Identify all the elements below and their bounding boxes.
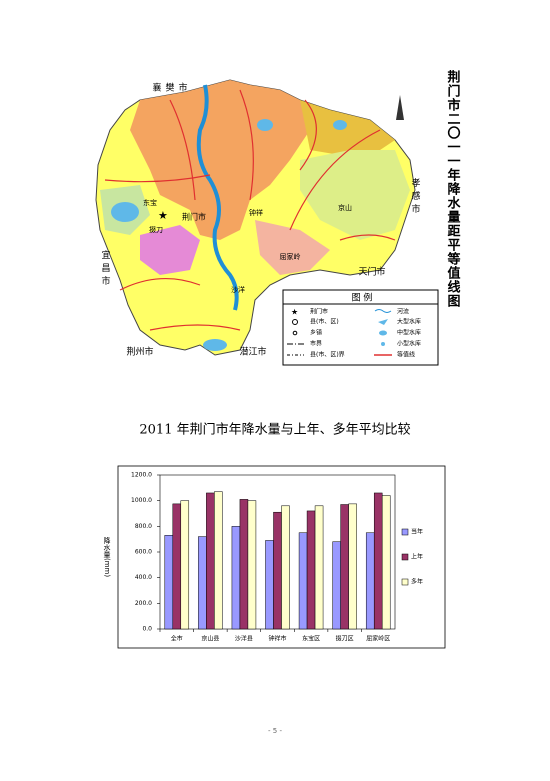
map-legend: 图 例 ★ 荆门市 县(市、区) 乡镇 市界 县(市、区)界 河流 大型水库 中… bbox=[282, 289, 439, 366]
place: 屈家岭 bbox=[280, 252, 301, 261]
y-tick-label: 600.0 bbox=[135, 549, 152, 556]
place: 东宝 bbox=[143, 198, 157, 207]
y-tick-label: 1000.0 bbox=[131, 497, 152, 504]
legend-item: 市界 bbox=[310, 340, 322, 348]
place: 荆州市 bbox=[126, 346, 153, 358]
bar bbox=[180, 500, 190, 630]
place: 沙洋 bbox=[231, 285, 245, 294]
x-tick-label: 掇刀区 bbox=[336, 635, 354, 643]
x-tick-label: 全市 bbox=[171, 635, 183, 643]
legend-item: 荆门市 bbox=[310, 308, 328, 316]
bar bbox=[373, 492, 383, 630]
map-title: 荆门市二〇一一年降水量距平等值线图 bbox=[445, 69, 462, 308]
place: 潜江市 bbox=[239, 346, 266, 358]
legend-item: 中型水库 bbox=[397, 329, 421, 337]
bar bbox=[281, 505, 290, 630]
legend-item: 河流 bbox=[397, 308, 409, 316]
y-tick-label: 0.0 bbox=[142, 626, 152, 633]
place: 掇刀 bbox=[149, 225, 163, 234]
svg-text:★: ★ bbox=[291, 308, 298, 317]
bar bbox=[164, 535, 174, 630]
legend-title: 图 例 bbox=[352, 292, 373, 304]
bar bbox=[340, 504, 349, 630]
bar bbox=[306, 510, 316, 630]
map: ★ bbox=[95, 79, 416, 356]
bar bbox=[273, 511, 282, 630]
legend-item: 县(市、区)界 bbox=[310, 351, 345, 359]
x-tick-label: 沙洋县 bbox=[235, 635, 253, 643]
legend-swatch bbox=[401, 528, 409, 536]
legend-swatch bbox=[401, 578, 409, 586]
x-tick-label: 钟祥市 bbox=[268, 635, 286, 643]
y-axis-label: 降水量(mm) bbox=[103, 536, 111, 577]
y-tick-label: 800.0 bbox=[135, 523, 152, 530]
legend-label: 当年 bbox=[411, 528, 423, 536]
legend-item: 乡镇 bbox=[310, 329, 322, 337]
legend-swatch bbox=[401, 553, 409, 561]
bar bbox=[381, 495, 391, 630]
legend-item: 大型水库 bbox=[397, 318, 421, 326]
bar bbox=[332, 541, 341, 630]
place: 钟祥 bbox=[249, 208, 263, 217]
place: 荆门市 bbox=[182, 212, 206, 222]
x-tick-label: 东宝区 bbox=[302, 635, 320, 643]
bar bbox=[265, 540, 274, 630]
bar bbox=[214, 491, 223, 630]
bar bbox=[172, 503, 182, 630]
legend-item: 等值线 bbox=[397, 351, 415, 359]
place: 天门市 bbox=[358, 266, 385, 278]
x-tick-label: 京山县 bbox=[201, 635, 219, 643]
place: 襄樊市 bbox=[152, 82, 191, 94]
y-tick-label: 400.0 bbox=[135, 574, 152, 581]
bar bbox=[206, 492, 215, 630]
legend-item: 县(市、区) bbox=[310, 318, 339, 326]
place: 京山 bbox=[338, 203, 352, 212]
place: 宜昌市 bbox=[100, 249, 111, 289]
legend-label: 多年 bbox=[411, 578, 423, 586]
bar bbox=[231, 526, 241, 630]
bar bbox=[198, 536, 207, 630]
chart-title: 2011 年荆门市年降水量与上年、多年平均比较 bbox=[139, 422, 410, 438]
y-tick-label: 1200.0 bbox=[131, 472, 152, 479]
chart: 0.0 200.0 400.0 600.0 800.0 1000.0 1200.0 全市 京山县… bbox=[131, 472, 423, 643]
bar bbox=[314, 505, 324, 630]
y-tick-label: 200.0 bbox=[135, 600, 152, 607]
bar bbox=[239, 499, 249, 630]
legend-label: 上年 bbox=[411, 553, 423, 561]
bar bbox=[365, 532, 375, 630]
bar bbox=[298, 532, 308, 630]
legend-item: 小型水库 bbox=[397, 340, 421, 348]
map-labels: 襄樊市 孝感市 宜昌市 天门市 潜江市 荆州市 钟祥 京山 东宝 荆门市 掇刀 … bbox=[100, 82, 421, 358]
bar bbox=[348, 503, 357, 630]
x-tick-label: 屈家岭区 bbox=[366, 635, 390, 643]
place: 孝感市 bbox=[410, 178, 421, 217]
page-number: - 5 - bbox=[268, 727, 282, 735]
star: ★ bbox=[158, 209, 168, 222]
bar bbox=[247, 500, 257, 630]
